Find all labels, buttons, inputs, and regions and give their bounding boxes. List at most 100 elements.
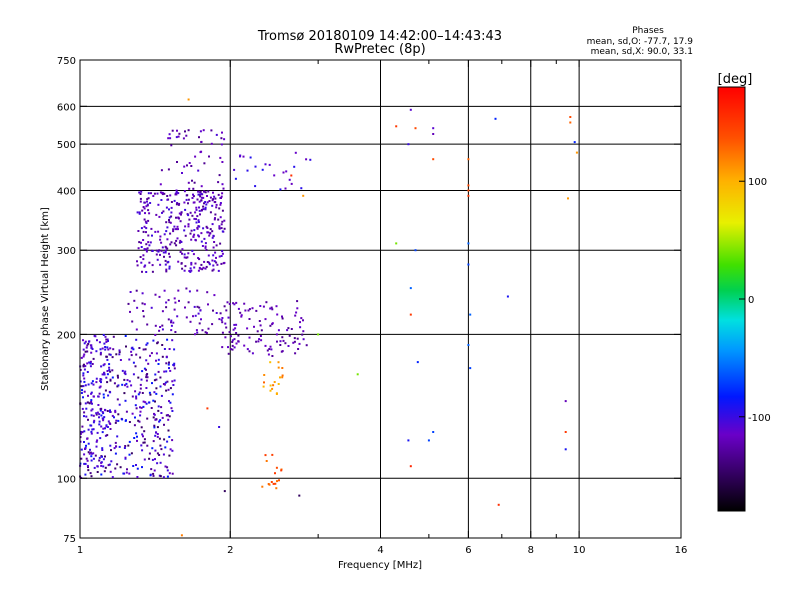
data-point <box>199 195 202 198</box>
data-point <box>170 407 173 410</box>
data-point <box>125 471 128 474</box>
data-point <box>153 391 156 394</box>
data-point <box>264 163 267 166</box>
data-point <box>149 393 152 396</box>
data-point <box>215 133 218 136</box>
data-point <box>168 415 171 418</box>
data-point <box>157 203 160 206</box>
data-point <box>203 237 206 240</box>
data-point <box>160 406 163 409</box>
data-point <box>287 327 290 330</box>
data-point <box>432 431 435 433</box>
data-point <box>108 368 111 371</box>
data-point <box>183 201 186 204</box>
data-point <box>261 168 264 171</box>
data-point <box>177 260 180 263</box>
data-point <box>196 226 199 229</box>
data-point <box>259 305 262 307</box>
data-point <box>194 155 197 158</box>
data-point <box>248 350 251 353</box>
data-point <box>209 228 212 231</box>
data-point <box>135 464 137 466</box>
data-point <box>164 446 167 449</box>
data-point <box>121 383 124 386</box>
data-point <box>172 230 175 233</box>
data-point <box>199 309 202 312</box>
data-point <box>569 121 572 124</box>
data-point <box>91 428 94 431</box>
data-point <box>139 200 142 203</box>
data-point <box>220 143 223 146</box>
data-point <box>141 433 144 436</box>
data-point <box>197 257 200 259</box>
data-point <box>154 324 157 327</box>
x-tick-label: 4 <box>377 545 383 556</box>
data-point <box>223 227 226 230</box>
data-point <box>142 435 144 438</box>
data-point <box>163 348 166 350</box>
data-point <box>134 404 137 407</box>
data-point <box>153 379 156 382</box>
data-point <box>269 307 272 310</box>
data-point <box>213 260 216 263</box>
data-point <box>158 454 161 456</box>
data-point <box>287 345 290 347</box>
data-point <box>210 129 213 132</box>
data-point <box>203 162 206 165</box>
data-point <box>263 381 265 384</box>
data-point <box>145 368 147 371</box>
data-point <box>102 412 105 415</box>
data-point <box>299 326 302 329</box>
data-point <box>108 363 111 366</box>
data-point <box>177 228 179 231</box>
data-point <box>171 380 174 383</box>
data-point <box>172 321 175 324</box>
data-point <box>200 240 203 243</box>
data-point <box>158 437 161 440</box>
data-point <box>506 295 509 298</box>
data-point <box>188 290 191 293</box>
data-point <box>142 348 145 351</box>
data-point <box>163 255 165 258</box>
data-point <box>200 199 203 202</box>
data-point <box>159 191 162 194</box>
data-point <box>221 346 224 349</box>
data-point <box>200 232 203 235</box>
data-point <box>109 410 111 413</box>
data-point <box>101 373 104 376</box>
data-point <box>90 459 93 462</box>
data-point <box>104 408 106 411</box>
data-point <box>117 419 120 422</box>
data-point <box>101 449 104 451</box>
x-axis-ticks: 1 2 4 6 8 10 16 <box>77 60 687 556</box>
y-tick-label: 500 <box>57 140 76 151</box>
data-point <box>83 430 86 433</box>
data-point <box>198 200 201 203</box>
data-point <box>146 200 148 203</box>
data-point <box>140 241 142 244</box>
data-point <box>168 348 171 350</box>
data-point <box>146 373 149 375</box>
data-point <box>150 192 152 195</box>
data-point <box>165 221 168 224</box>
data-point <box>97 404 100 406</box>
data-point <box>248 318 251 320</box>
data-point <box>144 401 147 404</box>
data-point <box>168 216 171 219</box>
data-point <box>187 98 190 101</box>
data-point <box>467 158 470 161</box>
data-point <box>253 325 255 328</box>
data-point <box>177 192 180 195</box>
data-point <box>168 252 170 255</box>
data-point <box>294 151 297 154</box>
colorbar-tick-label: 100 <box>748 177 767 188</box>
data-point <box>83 411 86 414</box>
data-point <box>118 445 121 448</box>
data-point <box>102 419 105 422</box>
data-point <box>192 193 194 196</box>
x-axis-label: Frequency [MHz] <box>338 560 422 571</box>
data-point <box>240 315 243 318</box>
data-point <box>145 222 148 224</box>
data-point <box>121 418 124 421</box>
data-point <box>175 216 177 219</box>
